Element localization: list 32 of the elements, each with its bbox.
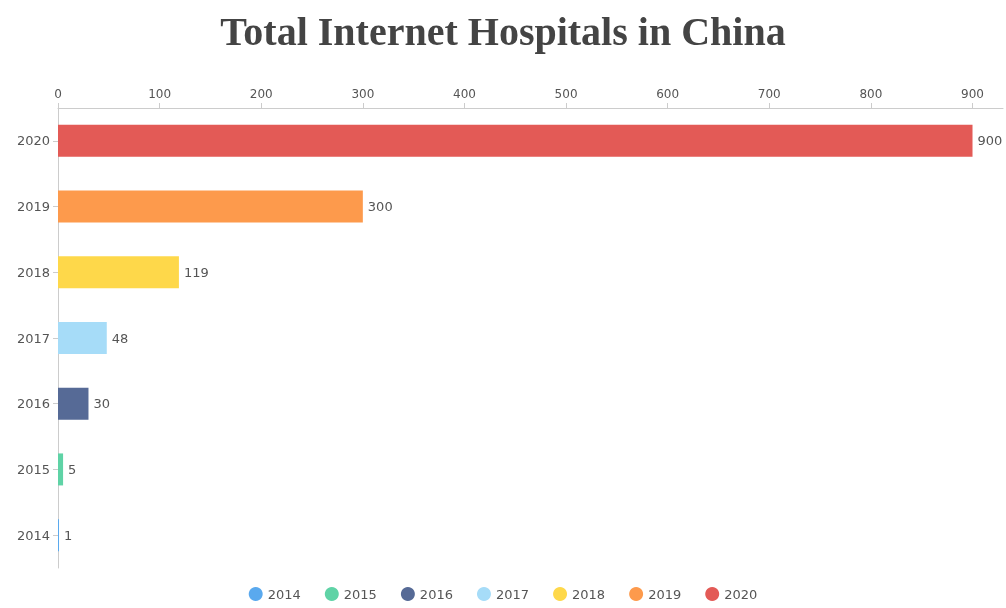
x-tick-label: 0 xyxy=(54,87,62,101)
data-label: 30 xyxy=(93,396,111,412)
x-tick-label: 400 xyxy=(453,87,476,101)
x-tick-label: 700 xyxy=(757,87,781,101)
legend-label: 2015 xyxy=(343,586,377,602)
y-tick-label: 2016 xyxy=(16,396,50,412)
y-tick-label: 2020 xyxy=(16,133,50,149)
legend-label: 2020 xyxy=(724,586,758,602)
data-label: 48 xyxy=(111,330,129,346)
x-tick-label: 600 xyxy=(656,87,680,101)
chart-title: Total Internet Hospitals in China xyxy=(220,8,786,54)
x-tick-label: 900 xyxy=(961,87,984,101)
legend-label: 2016 xyxy=(419,586,453,602)
x-tick-label: 200 xyxy=(249,87,273,101)
legend-label: 2017 xyxy=(495,586,530,602)
data-label: 900 xyxy=(977,133,1003,149)
data-label: 5 xyxy=(68,461,77,477)
x-tick-label: 500 xyxy=(554,87,578,101)
legend-label: 2014 xyxy=(267,586,301,602)
y-tick-label: 2015 xyxy=(16,461,50,477)
y-tick-label: 2018 xyxy=(16,264,50,280)
y-tick-label: 2017 xyxy=(16,330,50,346)
legend-label: 2018 xyxy=(572,586,606,602)
x-tick-label: 800 xyxy=(859,87,883,101)
legend-label: 2019 xyxy=(648,586,682,602)
y-tick-label: 2019 xyxy=(16,199,50,215)
y-tick-label: 2014 xyxy=(16,527,50,543)
x-tick-label: 100 xyxy=(148,87,172,101)
data-label: 300 xyxy=(367,199,393,215)
data-label: 1 xyxy=(64,527,73,543)
x-tick-label: 300 xyxy=(351,87,375,101)
data-label: 119 xyxy=(183,264,209,280)
